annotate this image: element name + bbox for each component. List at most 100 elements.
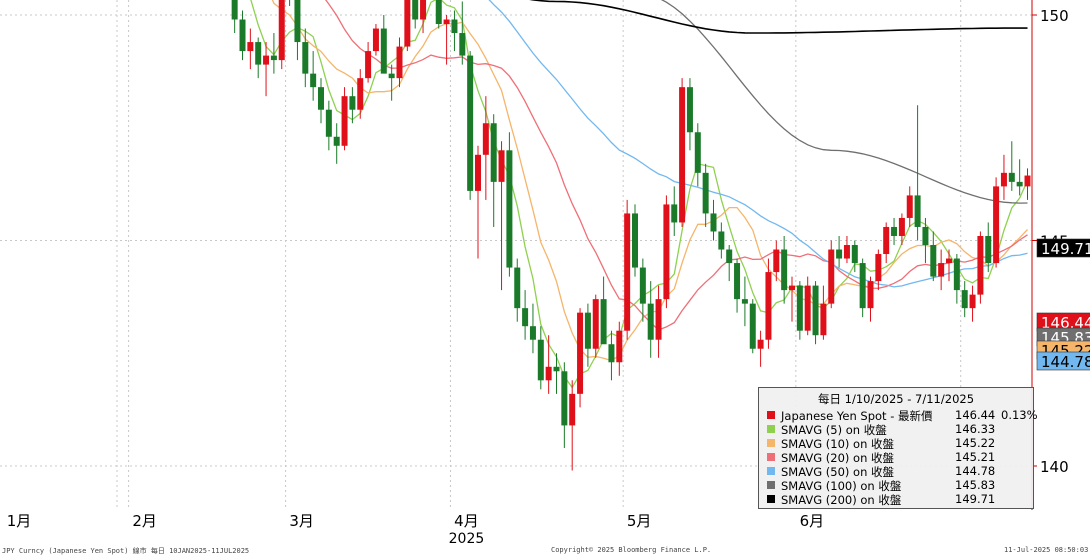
- x-month-label: 1月: [7, 512, 32, 530]
- axis-value-label-text: 146.44: [1041, 314, 1090, 332]
- legend-series-name: SMAVG (100) on 收盤: [781, 479, 902, 493]
- candle: [836, 235, 843, 268]
- candle: [946, 249, 952, 282]
- axis-value-label-box: [1036, 238, 1090, 258]
- candle-body: [514, 267, 521, 309]
- candle-body: [412, 0, 419, 20]
- candle: [726, 245, 733, 282]
- sma-line-50: [488, 0, 1028, 288]
- legend-swatch: [767, 495, 775, 503]
- candle: [616, 321, 623, 376]
- candle: [482, 96, 489, 200]
- candle-body: [647, 303, 654, 340]
- candle: [459, 1, 466, 65]
- footer-copyright: Copyright© 2025 Bloomberg Finance L.P.: [551, 546, 712, 554]
- sma-line-10: [271, 0, 1028, 362]
- candle: [537, 326, 544, 390]
- candle-body: [789, 285, 795, 291]
- candle-body: [1000, 172, 1007, 187]
- candle-body: [608, 344, 615, 363]
- candle: [663, 195, 670, 309]
- legend-swatch: [767, 481, 775, 489]
- candle: [302, 28, 309, 88]
- candle: [412, 0, 419, 29]
- legend-series-value: 146.44: [955, 408, 996, 422]
- candle-body: [655, 299, 662, 340]
- candle-body: [537, 339, 544, 381]
- candle-body: [459, 33, 466, 56]
- candle: [365, 42, 372, 83]
- candle-body: [946, 258, 952, 264]
- candle-body: [914, 195, 921, 227]
- candle-body: [969, 294, 976, 309]
- x-year-label: 2025: [449, 531, 485, 547]
- candle: [702, 163, 709, 227]
- candle: [639, 258, 646, 322]
- candle: [867, 276, 874, 322]
- legend-swatch: [767, 467, 775, 475]
- candle: [985, 222, 992, 273]
- candle: [851, 240, 858, 273]
- candle-body: [694, 132, 701, 173]
- candle: [1000, 154, 1007, 200]
- candle-body: [836, 249, 843, 259]
- axis-value-label: 146.44: [1036, 312, 1090, 332]
- candle-body: [773, 249, 780, 273]
- candle-body: [239, 19, 246, 52]
- candle-body: [270, 55, 277, 61]
- candle-body: [1008, 172, 1015, 182]
- candle-body: [600, 299, 607, 345]
- legend-swatch: [767, 439, 775, 447]
- candle: [781, 235, 788, 304]
- candle-body: [592, 299, 599, 349]
- candle: [522, 290, 529, 340]
- legend-series-value: 144.78: [955, 464, 996, 478]
- candle-body: [341, 96, 348, 146]
- candle: [263, 42, 270, 97]
- candle-body: [506, 150, 513, 268]
- legend-series-name: Japanese Yen Spot - 最新價: [781, 409, 933, 423]
- footer-security: JPY Curncy (Japanese Yen Spot) 線市 每日 10J…: [2, 547, 250, 555]
- candle: [977, 231, 984, 304]
- candle-body: [529, 326, 536, 340]
- legend-swatch: [767, 411, 775, 419]
- chart-legend: 每日 1/10/2025 - 7/11/2025 Japanese Yen Sp…: [758, 387, 1038, 509]
- x-month-label: 5月: [627, 512, 652, 530]
- candle-body: [843, 245, 850, 259]
- candle-body: [435, 0, 442, 25]
- candle-body: [663, 204, 670, 300]
- candle-body: [930, 245, 937, 277]
- candle: [843, 235, 850, 264]
- candle-body: [561, 371, 568, 426]
- candle-body: [482, 123, 489, 155]
- candle: [883, 222, 890, 264]
- candle: [561, 362, 568, 448]
- legend-series-change: 0.13%: [1001, 408, 1038, 422]
- candle: [443, 15, 450, 65]
- candle-body: [231, 0, 238, 20]
- candle: [388, 64, 395, 101]
- legend-series-name: SMAVG (5) on 收盤: [781, 423, 887, 437]
- candle-body: [1024, 175, 1031, 187]
- candle: [553, 353, 560, 394]
- candle-body: [569, 393, 576, 426]
- candle-body: [718, 231, 725, 250]
- candle-body: [867, 281, 874, 309]
- candle-body: [318, 87, 324, 110]
- candle: [647, 281, 654, 358]
- candle: [749, 299, 756, 354]
- x-month-label: 4月: [454, 512, 479, 530]
- candle: [812, 281, 819, 345]
- candle: [789, 276, 795, 322]
- candle: [608, 330, 615, 381]
- candle-body: [891, 226, 898, 236]
- candle: [710, 199, 717, 241]
- candle: [938, 249, 945, 291]
- candle-body: [302, 42, 309, 74]
- candle: [396, 37, 403, 88]
- candle: [914, 105, 921, 241]
- candle: [325, 100, 332, 151]
- candle: [930, 231, 937, 282]
- candle-body: [906, 195, 913, 218]
- candle-body: [804, 285, 811, 331]
